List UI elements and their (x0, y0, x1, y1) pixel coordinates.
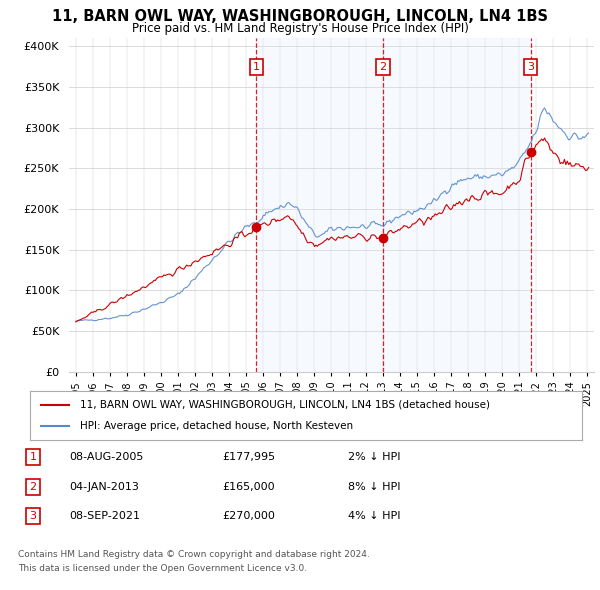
Text: Contains HM Land Registry data © Crown copyright and database right 2024.: Contains HM Land Registry data © Crown c… (18, 550, 370, 559)
Text: 8% ↓ HPI: 8% ↓ HPI (348, 482, 401, 491)
Text: 2% ↓ HPI: 2% ↓ HPI (348, 453, 401, 462)
Text: This data is licensed under the Open Government Licence v3.0.: This data is licensed under the Open Gov… (18, 565, 307, 573)
Bar (256, 38, 383, 372)
Text: HPI: Average price, detached house, North Kesteven: HPI: Average price, detached house, Nort… (80, 421, 353, 431)
Text: 08-SEP-2021: 08-SEP-2021 (69, 512, 140, 521)
Text: 1: 1 (253, 62, 260, 72)
Text: 04-JAN-2013: 04-JAN-2013 (69, 482, 139, 491)
Text: Price paid vs. HM Land Registry's House Price Index (HPI): Price paid vs. HM Land Registry's House … (131, 22, 469, 35)
Text: 2: 2 (379, 62, 386, 72)
Text: £177,995: £177,995 (222, 453, 275, 462)
Bar (383, 38, 531, 372)
Text: 11, BARN OWL WAY, WASHINGBOROUGH, LINCOLN, LN4 1BS: 11, BARN OWL WAY, WASHINGBOROUGH, LINCOL… (52, 9, 548, 24)
Text: 2: 2 (29, 482, 37, 491)
Text: £165,000: £165,000 (222, 482, 275, 491)
Text: 1: 1 (29, 453, 37, 462)
Text: 4% ↓ HPI: 4% ↓ HPI (348, 512, 401, 521)
Text: 3: 3 (29, 512, 37, 521)
Text: 08-AUG-2005: 08-AUG-2005 (69, 453, 143, 462)
Text: £270,000: £270,000 (222, 512, 275, 521)
Text: 11, BARN OWL WAY, WASHINGBOROUGH, LINCOLN, LN4 1BS (detached house): 11, BARN OWL WAY, WASHINGBOROUGH, LINCOL… (80, 399, 490, 409)
Text: 3: 3 (527, 62, 534, 72)
